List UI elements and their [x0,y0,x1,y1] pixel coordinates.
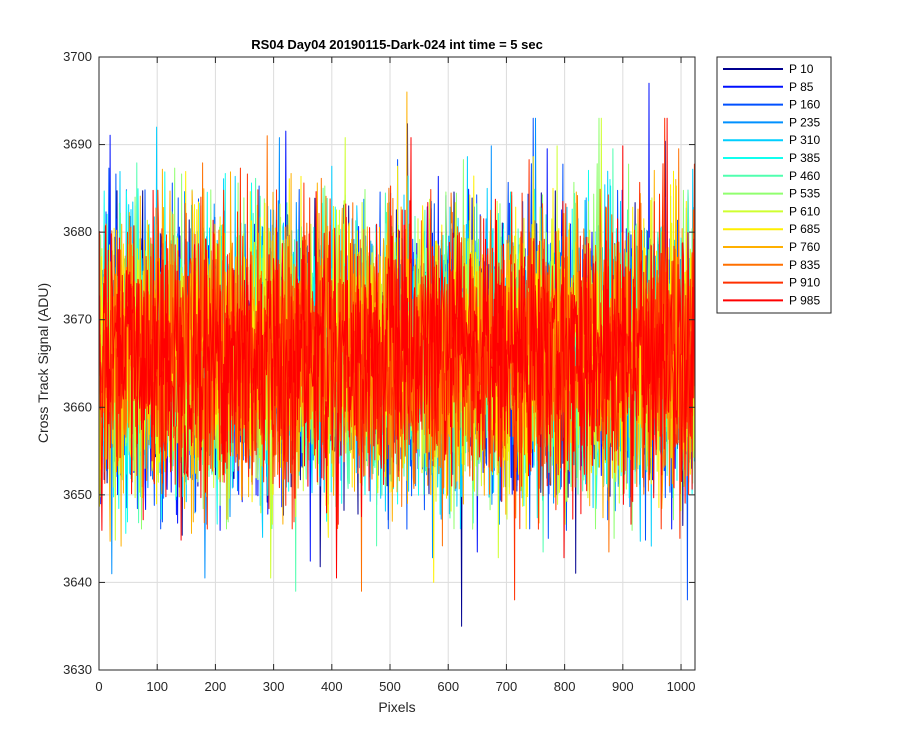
x-tick-label: 800 [554,679,576,694]
legend-label: P 85 [789,80,814,94]
y-tick-label: 3630 [63,662,92,677]
y-tick-label: 3650 [63,487,92,502]
legend-label: P 685 [789,222,820,236]
legend-label: P 610 [789,204,820,218]
axis-ticks: 0 100 200 300 400 500 600 700 800 900 1000 3630 3640… [63,49,695,694]
legend-label: P 385 [789,151,820,165]
x-tick-label: 200 [205,679,227,694]
series-line [99,117,695,579]
plot-frame [98,56,696,671]
y-tick-label: 3660 [63,399,92,414]
legend-label: P 835 [789,258,820,272]
series-lines [99,82,695,627]
y-tick-label: 3640 [63,574,92,589]
legend: P 10 P 85 P 160 P 235 P 310 P 385 P 460 P 535 P … [716,56,832,314]
y-tick-label: 3670 [63,312,92,327]
x-tick-label: 600 [437,679,459,694]
chart-title: RS04 Day04 20190115-Dark-024 int time = … [251,37,543,52]
legend-label: P 10 [789,62,814,76]
x-tick-label: 400 [321,679,343,694]
x-tick-label: 700 [496,679,518,694]
legend-label: P 910 [789,276,820,290]
x-tick-label: 100 [146,679,168,694]
legend-box [716,56,832,314]
x-tick-label: 1000 [667,679,696,694]
legend-label: P 460 [789,169,820,183]
y-axis-label: Cross Track Signal (ADU) [35,283,51,443]
legend-label: P 310 [789,133,820,147]
legend-label: P 985 [789,293,820,307]
y-tick-label: 3700 [63,49,92,64]
y-tick-label: 3680 [63,224,92,239]
x-tick-label: 900 [612,679,634,694]
legend-label: P 160 [789,98,820,112]
x-axis-label: Pixels [378,699,415,715]
x-tick-label: 500 [379,679,401,694]
legend-label: P 535 [789,187,820,201]
legend-label: P 760 [789,240,820,254]
x-tick-label: 300 [263,679,285,694]
y-tick-label: 3690 [63,137,92,152]
x-tick-label: 0 [95,679,102,694]
legend-label: P 235 [789,115,820,129]
